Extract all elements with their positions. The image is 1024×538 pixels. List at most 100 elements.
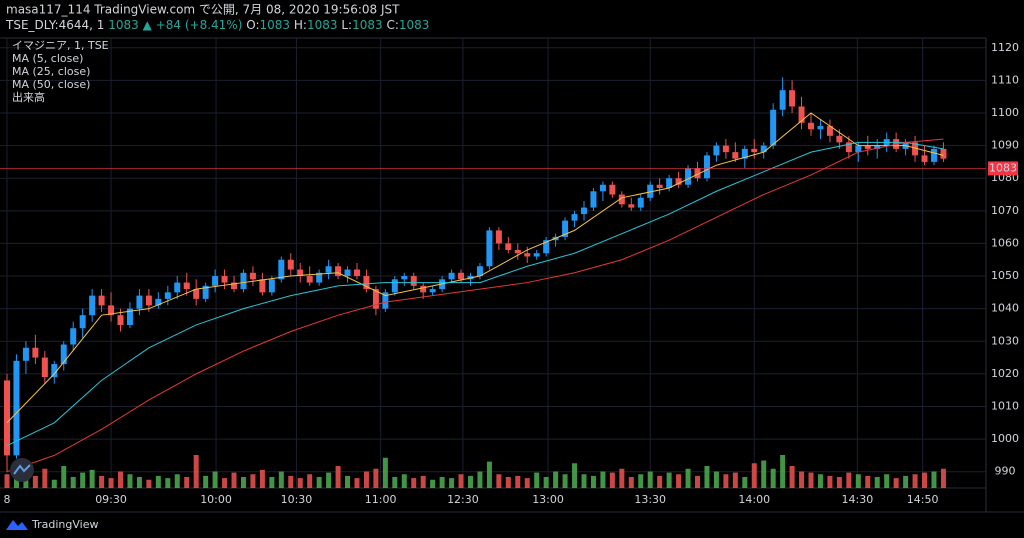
y-tick-label: 1060 xyxy=(991,236,1019,249)
volume-bar xyxy=(203,475,209,488)
candle-body xyxy=(571,214,578,221)
l: 1083 xyxy=(352,18,383,32)
volume-bar xyxy=(534,472,540,488)
candle-body xyxy=(297,269,304,277)
c: 1083 xyxy=(399,18,430,32)
candle-body xyxy=(458,272,465,280)
volume-bar xyxy=(590,475,596,488)
volume-bar xyxy=(827,475,833,488)
candle-body xyxy=(609,184,616,195)
volume-bar xyxy=(4,474,10,488)
candle-body xyxy=(505,243,512,250)
candle-body xyxy=(335,266,342,277)
volume-bar xyxy=(789,466,795,488)
volume-bar xyxy=(628,477,634,488)
candle-body xyxy=(495,230,502,244)
candle-body xyxy=(637,197,644,208)
candle-body xyxy=(136,295,143,309)
volume-bar xyxy=(553,471,559,488)
candle-body xyxy=(514,249,521,254)
volume-bar xyxy=(269,477,275,488)
candle-body xyxy=(741,148,748,159)
candle-body xyxy=(89,295,96,316)
candle-body xyxy=(306,276,313,283)
candle-body xyxy=(921,155,928,162)
candle-body xyxy=(316,272,323,283)
volume-bar xyxy=(363,471,369,488)
volume-bar xyxy=(780,455,786,488)
candle-body xyxy=(543,240,550,254)
volume-bar xyxy=(80,472,86,488)
candle-body xyxy=(382,292,389,309)
x-tick-label: 11:00 xyxy=(365,493,397,506)
y-tick-label: 1050 xyxy=(991,269,1019,282)
volume-bar xyxy=(732,472,738,488)
candle-body xyxy=(722,145,729,153)
ma-line xyxy=(6,138,944,473)
volume-bar xyxy=(458,474,464,488)
legend-item: 出来高 xyxy=(12,90,45,104)
candle-body xyxy=(826,126,833,136)
last: 1083 xyxy=(108,18,139,32)
volume-bar xyxy=(127,474,133,488)
volume-bar xyxy=(222,478,228,488)
candle-body xyxy=(287,259,294,270)
volume-bar xyxy=(912,474,918,488)
volume-bar xyxy=(259,469,265,488)
candle-body xyxy=(732,152,739,159)
candle-body xyxy=(420,285,427,293)
volume-bar xyxy=(836,477,842,488)
footer-brand: TradingView xyxy=(31,518,98,531)
candle-body xyxy=(628,204,635,208)
volume-bar xyxy=(449,478,455,488)
candle-body xyxy=(4,380,10,456)
volume-bar xyxy=(32,475,38,488)
volume-bar xyxy=(231,472,237,488)
candle-body xyxy=(391,279,398,293)
ma-line xyxy=(6,141,944,447)
volume-bar xyxy=(326,472,332,488)
candle-body xyxy=(401,276,408,280)
legend-item: MA (25, close) xyxy=(12,65,90,78)
candle-body xyxy=(713,145,720,156)
candle-body xyxy=(372,289,379,309)
volume-bar xyxy=(846,472,852,488)
candle-body xyxy=(259,279,266,293)
legend: イマジニア, 1, TSE MA (5, close) MA (25, clos… xyxy=(12,39,109,104)
volume-bar xyxy=(23,478,29,488)
candle-body xyxy=(145,295,152,306)
volume-bar xyxy=(751,463,757,488)
y-tick-label: 1070 xyxy=(991,204,1019,217)
volume-bar xyxy=(638,474,644,488)
volume-bar xyxy=(770,468,776,488)
volume-bar xyxy=(657,475,663,488)
candle-body xyxy=(212,276,219,286)
volume-bar xyxy=(874,477,880,488)
y-tick-label: 1110 xyxy=(991,73,1019,86)
volume-bar xyxy=(884,474,890,488)
candle-body xyxy=(675,178,682,185)
candle-body xyxy=(98,295,105,306)
candle-body xyxy=(874,145,881,149)
volume-bar xyxy=(335,466,341,488)
volume-bar xyxy=(865,475,871,488)
volume-bar xyxy=(477,471,483,488)
last-price-box xyxy=(988,161,1018,176)
volume-bar xyxy=(155,475,161,488)
candle-body xyxy=(779,90,786,110)
candle-body xyxy=(836,135,843,143)
watermark xyxy=(10,458,34,482)
volume-bar xyxy=(562,474,568,488)
volume-bar xyxy=(505,477,511,488)
volume-bar xyxy=(543,477,549,488)
y-tick-label: 1000 xyxy=(991,432,1019,445)
volume-bar xyxy=(136,477,142,488)
volume-bar xyxy=(931,471,937,488)
y-tick-label: 1010 xyxy=(991,399,1019,412)
volume-bar xyxy=(742,477,748,488)
candle-body xyxy=(60,344,67,365)
candle-body xyxy=(249,272,256,280)
candle-body xyxy=(278,259,285,280)
candle-body xyxy=(32,347,39,358)
candle-body xyxy=(912,142,919,156)
